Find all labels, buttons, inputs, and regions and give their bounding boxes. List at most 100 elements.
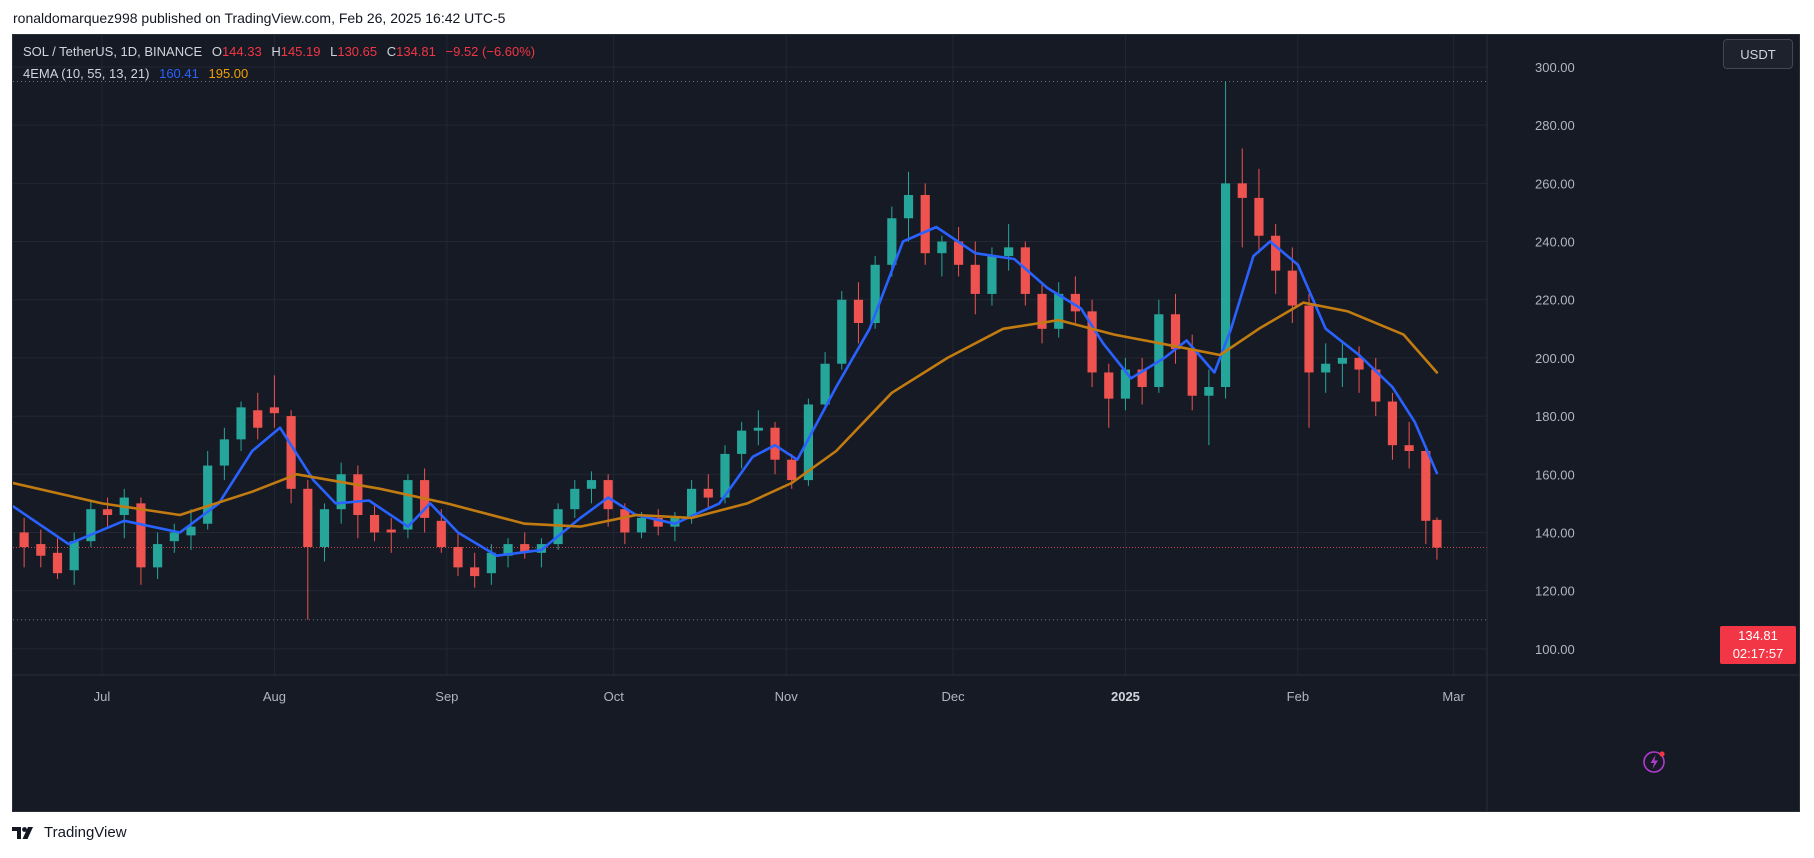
candle <box>1070 276 1080 323</box>
indicator-legend-row: 4EMA (10, 55, 13, 21) 160.41 195.00 <box>23 63 535 85</box>
candle-body <box>870 264 880 323</box>
candle <box>1254 168 1264 254</box>
candle <box>403 474 413 539</box>
candle-body <box>203 465 213 524</box>
candle <box>486 544 496 585</box>
x-tick-label: Dec <box>941 689 965 704</box>
lightning-bolt-icon[interactable] <box>1642 749 1668 775</box>
candle-body <box>803 404 813 481</box>
candle-body <box>436 520 446 547</box>
candle-body <box>453 547 463 568</box>
x-tick-label: Mar <box>1442 689 1465 704</box>
candle <box>1087 299 1097 387</box>
candle <box>937 235 947 277</box>
bar-countdown: 02:17:57 <box>1732 646 1784 661</box>
last-price-value: 134.81 <box>1738 628 1778 643</box>
candle-body <box>770 427 780 460</box>
ema-lines <box>13 225 1439 557</box>
footer-brand-label: TradingView <box>44 824 127 841</box>
candle <box>903 171 914 242</box>
candle-body <box>1204 387 1214 396</box>
candle <box>219 427 229 481</box>
candle-body <box>1137 369 1147 387</box>
candle-body <box>69 541 79 571</box>
candle-body <box>920 195 930 254</box>
candle-body <box>703 488 713 498</box>
candle <box>336 462 346 524</box>
x-tick-label: Jul <box>94 689 111 704</box>
candle-body <box>570 488 580 510</box>
candle-body <box>253 410 263 428</box>
currency-button[interactable]: USDT <box>1723 39 1793 69</box>
footer-brand[interactable]: TradingView <box>12 824 127 841</box>
candle-body <box>1354 357 1364 370</box>
candle <box>753 410 763 446</box>
candle-body <box>486 552 496 574</box>
candle-body <box>737 430 747 454</box>
x-tick-label: Sep <box>435 689 458 704</box>
candle-body <box>820 363 830 405</box>
candle-body <box>153 544 163 568</box>
ohlc-legend-row: SOL / TetherUS, 1D, BINANCE O144.33 H145… <box>23 41 535 63</box>
candle <box>887 206 897 277</box>
candle <box>52 538 63 579</box>
candle-body <box>503 544 513 556</box>
high-value: 145.19 <box>280 44 321 59</box>
candle-body <box>1321 363 1331 373</box>
y-tick-label: 120.00 <box>1535 584 1575 599</box>
candle-body <box>1220 183 1231 387</box>
candle-body <box>937 241 947 254</box>
candle-body <box>1404 445 1414 451</box>
candle-body <box>1120 369 1131 399</box>
close-value: 134.81 <box>396 44 436 59</box>
candle <box>953 227 964 277</box>
indicator-label: 4EMA (10, 55, 13, 21) <box>23 66 150 81</box>
candle-body <box>169 532 179 542</box>
candle <box>453 532 463 577</box>
open-value: 144.33 <box>221 44 262 59</box>
x-tick-label: 2025 <box>1111 689 1140 704</box>
candle-body <box>319 509 330 547</box>
candle-body <box>52 552 63 574</box>
y-tick-label: 200.00 <box>1535 351 1575 366</box>
candle-body <box>269 407 280 414</box>
change-value: −9.52 (−6.60%) <box>445 44 536 59</box>
candle-body <box>1371 369 1381 402</box>
candle <box>169 523 179 553</box>
candle <box>920 183 930 265</box>
candle <box>1271 224 1281 294</box>
candle <box>1170 293 1181 364</box>
candle <box>603 474 613 527</box>
price-chart[interactable]: 100.00 120.00 140.00 160.00 180.00 200.00 220.… <box>13 35 1800 812</box>
candle <box>1387 392 1398 460</box>
candle <box>1204 369 1214 446</box>
axes: 100.00 120.00 140.00 160.00 180.00 200.00 220.… <box>13 35 1799 811</box>
candle-body <box>1237 183 1247 198</box>
candle <box>1004 224 1014 271</box>
candle <box>102 497 113 527</box>
candle <box>153 532 163 579</box>
candle-body <box>369 515 380 533</box>
ema-slow-line <box>13 301 1439 528</box>
chart-panel[interactable]: 100.00 120.00 140.00 160.00 180.00 200.00 220.… <box>12 34 1800 812</box>
candle-body <box>887 218 897 265</box>
candle <box>1104 363 1114 428</box>
candle-body <box>19 532 29 547</box>
y-tick-label: 140.00 <box>1535 525 1575 540</box>
published-by-text: ronaldomarquez998 published on TradingVi… <box>13 10 506 26</box>
candle <box>470 552 480 588</box>
candle <box>737 421 747 469</box>
candle-body <box>86 509 96 542</box>
candle <box>369 503 380 542</box>
candle-body <box>36 544 46 556</box>
candle-body <box>1304 305 1314 373</box>
candle <box>1120 357 1131 411</box>
candle <box>987 247 997 306</box>
candle-body <box>1432 519 1442 548</box>
candle <box>1337 340 1347 387</box>
x-tick-label: Nov <box>775 689 799 704</box>
candle-body <box>753 427 763 431</box>
chart-legend: SOL / TetherUS, 1D, BINANCE O144.33 H145… <box>23 41 535 85</box>
candle-body <box>1004 247 1014 257</box>
candle <box>269 375 280 428</box>
